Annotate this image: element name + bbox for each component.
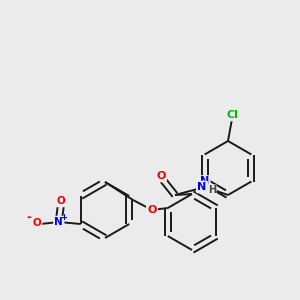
Text: N: N [200,176,209,187]
Text: O: O [147,205,157,215]
Text: O: O [32,218,41,228]
Text: Cl: Cl [226,110,238,120]
Text: N: N [54,217,63,227]
Text: N: N [197,182,207,192]
Text: O: O [56,196,65,206]
Text: H: H [208,185,216,195]
Text: O: O [156,171,166,181]
Text: -: - [26,212,31,224]
Text: +: + [60,212,67,221]
